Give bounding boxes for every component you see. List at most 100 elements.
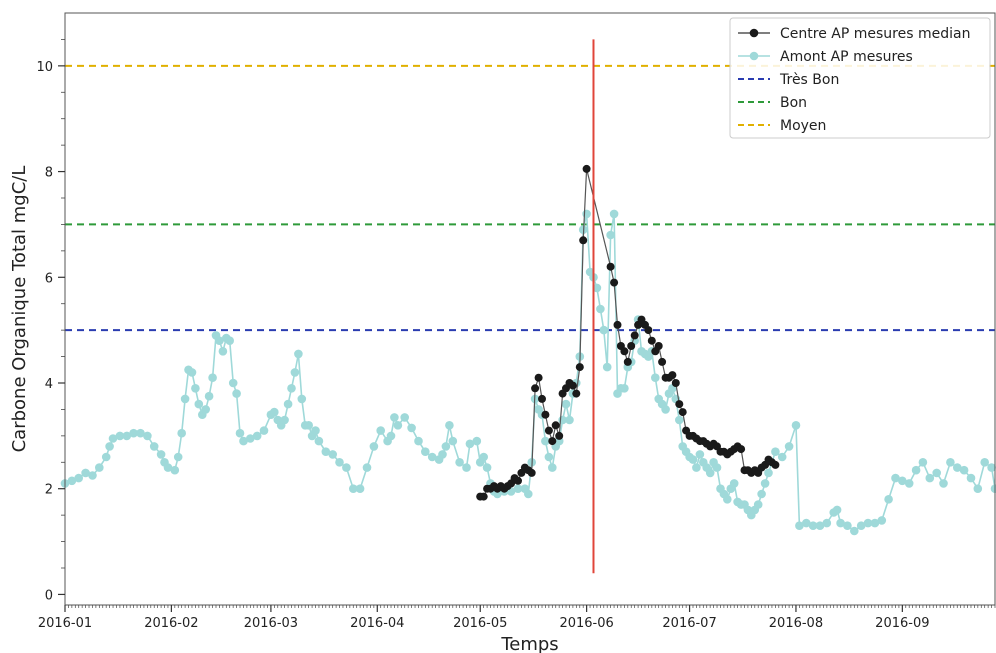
data-point	[815, 521, 825, 530]
data-point	[579, 236, 588, 245]
data-point	[596, 304, 605, 314]
data-point	[349, 484, 358, 494]
data-point	[376, 426, 386, 435]
data-point	[393, 421, 403, 430]
data-point	[898, 476, 907, 486]
data-point	[81, 468, 90, 478]
data-point	[627, 342, 636, 350]
data-point	[287, 384, 296, 393]
series-group	[60, 209, 996, 536]
plot-frame	[64, 12, 996, 606]
data-point	[544, 426, 553, 435]
data-point	[270, 407, 279, 417]
data-point	[613, 320, 622, 329]
data-point	[688, 455, 698, 464]
data-point	[101, 452, 111, 462]
data-point	[538, 394, 546, 403]
data-point	[592, 283, 602, 293]
data-point	[239, 436, 248, 446]
data-point	[311, 426, 320, 435]
y-axis: 0 2 4 6 8 10	[36, 39, 65, 603]
data-point	[187, 368, 197, 377]
data-point	[438, 450, 447, 459]
data-point	[479, 492, 488, 501]
data-point	[705, 468, 715, 478]
data-point	[723, 495, 732, 504]
data-point	[932, 468, 941, 478]
data-point	[445, 421, 454, 430]
x-tick-label: 2016-01	[38, 616, 92, 631]
data-point	[784, 442, 794, 451]
data-point	[647, 336, 656, 345]
data-point	[877, 516, 887, 525]
legend-label: Bon	[780, 95, 807, 111]
data-point	[675, 415, 684, 425]
data-point	[335, 458, 344, 467]
data-point	[421, 447, 430, 457]
legend-entry: Bon	[738, 95, 807, 111]
data-point	[644, 326, 653, 335]
data-point	[620, 347, 629, 356]
data-point	[180, 394, 190, 404]
data-point	[832, 505, 842, 515]
data-point	[95, 463, 104, 472]
data-point	[390, 413, 399, 422]
data-point	[122, 431, 132, 441]
data-point	[514, 476, 522, 485]
data-point	[283, 399, 293, 409]
data-point	[235, 428, 245, 438]
x-tick-label: 2016-03	[244, 616, 298, 631]
data-point	[609, 209, 619, 219]
legend-label: Centre AP mesures median	[780, 26, 970, 42]
data-point	[136, 428, 145, 438]
data-point	[204, 391, 214, 401]
data-point	[620, 384, 629, 393]
x-tick-label: 2016-07	[662, 616, 716, 631]
data-point	[808, 521, 818, 530]
y-tick-label: 2	[45, 483, 53, 498]
data-point	[246, 434, 255, 443]
data-point	[290, 368, 300, 377]
data-point	[280, 415, 289, 425]
data-point	[987, 463, 996, 472]
data-point	[294, 349, 303, 359]
data-point	[771, 460, 780, 469]
data-point	[259, 426, 269, 435]
data-point	[218, 347, 228, 356]
data-point	[427, 452, 437, 462]
x-tick-label: 2016-09	[875, 616, 929, 631]
data-point	[610, 278, 619, 287]
data-point	[194, 399, 204, 409]
data-point	[304, 421, 314, 430]
data-point	[321, 447, 331, 457]
data-point	[565, 415, 574, 425]
data-point	[836, 518, 845, 528]
data-point	[911, 465, 921, 475]
data-point	[904, 479, 914, 488]
data-point	[314, 436, 324, 446]
x-tick-label: 2016-08	[769, 616, 823, 631]
data-point	[757, 489, 766, 499]
legend-label: Amont AP mesures	[780, 49, 913, 65]
data-point	[771, 447, 780, 457]
data-point	[692, 463, 701, 472]
y-tick-label: 6	[45, 271, 53, 286]
series-group	[476, 164, 780, 501]
data-point	[568, 381, 577, 390]
data-point	[678, 408, 687, 417]
data-point	[623, 357, 632, 366]
y-tick-label: 8	[45, 166, 53, 181]
data-point	[208, 373, 217, 383]
data-point	[925, 473, 935, 483]
data-point	[891, 473, 900, 483]
data-point	[856, 521, 866, 530]
data-point	[191, 384, 200, 393]
data-point	[602, 362, 612, 372]
data-point	[582, 209, 591, 219]
data-point	[959, 465, 969, 475]
data-point	[524, 489, 533, 499]
y-tick-label: 10	[36, 60, 53, 75]
data-point	[630, 331, 639, 340]
data-point	[448, 436, 458, 446]
